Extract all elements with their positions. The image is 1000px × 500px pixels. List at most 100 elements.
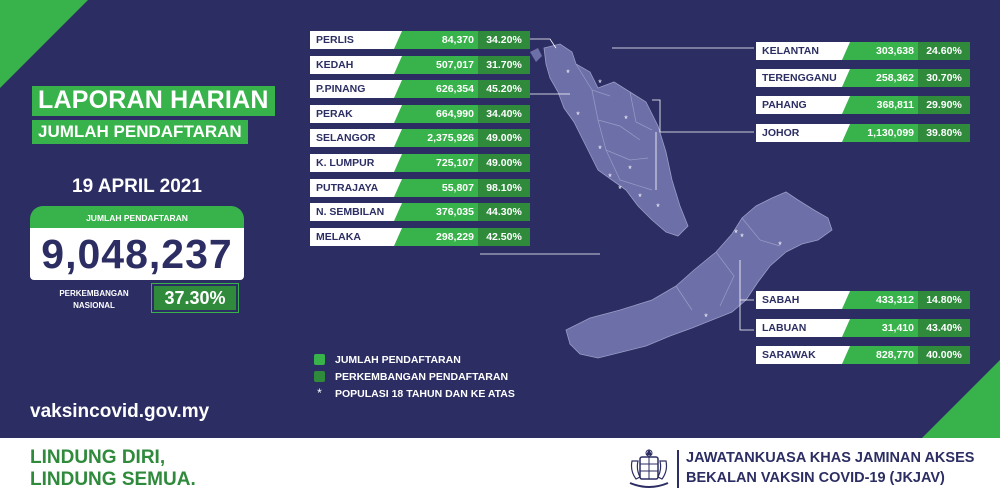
svg-text:*: *: [598, 144, 602, 154]
total-registration-value: 9,048,237: [30, 228, 244, 280]
national-label-line2: NASIONAL: [73, 301, 115, 310]
org-divider: [677, 450, 679, 488]
state-registered: 725,107: [394, 154, 478, 172]
state-percent: 31.70%: [478, 55, 530, 74]
legend-registrations-label: JUMLAH PENDAFTARAN: [335, 353, 461, 366]
state-row-kedah: KEDAH 507,017 31.70%: [310, 55, 530, 74]
report-title: LAPORAN HARIAN: [32, 86, 275, 116]
state-registered: 664,990: [394, 104, 478, 123]
state-name: P.PINANG: [310, 80, 402, 99]
total-registration-label: JUMLAH PENDAFTARAN: [30, 206, 244, 230]
svg-text:*: *: [618, 184, 622, 194]
report-subtitle: JUMLAH PENDAFTARAN: [32, 120, 248, 144]
state-percent: 30.70%: [918, 69, 970, 88]
state-row-p-pinang: P.PINANG 626,354 45.20%: [310, 80, 530, 99]
state-percent: 34.40%: [478, 104, 530, 123]
state-row-k-lumpur: K. LUMPUR 725,107 49.00%: [310, 154, 530, 172]
legend-item-population: * POPULASI 18 TAHUN DAN KE ATAS: [314, 386, 515, 401]
state-registered: 258,362: [842, 69, 918, 88]
state-row-perak: PERAK 664,990 34.40%: [310, 104, 530, 123]
state-registered: 828,770: [842, 346, 918, 364]
peninsular-map-shape: [543, 43, 689, 237]
state-row-n-sembilan: N. SEMBILAN 376,035 44.30%: [310, 203, 530, 222]
svg-text:*: *: [608, 172, 612, 182]
website-link[interactable]: vaksincovid.gov.my: [30, 401, 210, 422]
state-percent: 40.00%: [918, 346, 970, 364]
legend: JUMLAH PENDAFTARAN PERKEMBANGAN PENDAFTA…: [314, 352, 515, 403]
slogan-line1: LINDUNG DIRI,: [30, 447, 166, 468]
legend-progress-label: PERKEMBANGAN PENDAFTARAN: [335, 370, 509, 383]
state-name: K. LUMPUR: [310, 154, 402, 172]
state-name: SELANGOR: [310, 129, 402, 148]
leader-lines: [480, 38, 754, 331]
corner-accent-bottom-right: [922, 360, 1000, 438]
state-percent: 43.40%: [918, 318, 970, 337]
svg-text:*: *: [656, 202, 660, 212]
svg-text:*: *: [734, 228, 738, 238]
state-row-melaka: MELAKA 298,229 42.50%: [310, 227, 530, 246]
national-label-line1: PERKEMBANGAN: [59, 289, 129, 298]
state-name: KEDAH: [310, 55, 402, 74]
state-name: PAHANG: [756, 96, 850, 115]
state-percent: 49.00%: [478, 154, 530, 172]
org-line1: JAWATANKUASA KHAS JAMINAN AKSES: [686, 450, 975, 466]
legend-population-label: POPULASI 18 TAHUN DAN KE ATAS: [335, 387, 515, 400]
state-percent: 44.30%: [478, 203, 530, 222]
svg-text:*: *: [598, 78, 602, 88]
state-percent: 24.60%: [918, 42, 970, 60]
organization-name: JAWATANKUASA KHAS JAMINAN AKSES BEKALAN …: [686, 448, 974, 488]
svg-text:*: *: [778, 240, 782, 250]
state-registered: 298,229: [394, 227, 478, 246]
state-row-terengganu: TERENGGANU 258,362 30.70%: [756, 69, 970, 88]
report-date: 19 APRIL 2021: [72, 176, 202, 197]
state-row-johor: JOHOR 1,130,099 39.80%: [756, 123, 970, 142]
slogan-line2: LINDUNG SEMUA.: [30, 469, 196, 490]
borneo-map-shape: [565, 191, 833, 359]
state-registered: 368,811: [842, 96, 918, 115]
state-name: TERENGGANU: [756, 69, 850, 88]
state-name: PUTRAJAYA: [310, 178, 402, 197]
state-percent: 49.00%: [478, 129, 530, 148]
coat-of-arms-icon: [629, 449, 669, 488]
state-name: PERLIS: [310, 31, 402, 49]
state-name: PERAK: [310, 104, 402, 123]
title-block: LAPORAN HARIAN JUMLAH PENDAFTARAN: [32, 86, 275, 144]
state-row-pahang: PAHANG 368,811 29.90%: [756, 96, 970, 115]
state-registered: 507,017: [394, 55, 478, 74]
legend-item-progress: PERKEMBANGAN PENDAFTARAN: [314, 369, 515, 384]
state-row-sabah: SABAH 433,312 14.80%: [756, 291, 970, 309]
corner-accent-top-left: [0, 0, 88, 88]
state-name: KELANTAN: [756, 42, 850, 60]
slogan: LINDUNG DIRI, LINDUNG SEMUA.: [30, 447, 196, 491]
state-registered: 303,638: [842, 42, 918, 60]
infographic-panel: LAPORAN HARIAN JUMLAH PENDAFTARAN 19 APR…: [0, 0, 1000, 438]
state-name: LABUAN: [756, 318, 850, 337]
state-percent: 45.20%: [478, 80, 530, 99]
green-swatch-icon: [314, 354, 325, 365]
state-name: MELAKA: [310, 227, 402, 246]
state-percent: 39.80%: [918, 123, 970, 142]
state-name: SARAWAK: [756, 346, 850, 364]
state-row-selangor: SELANGOR 2,375,926 49.00%: [310, 129, 530, 148]
state-percent: 42.50%: [478, 227, 530, 246]
national-progress-value: 37.30%: [151, 283, 239, 313]
population-markers: * * * * * * * * * *: [566, 68, 660, 212]
state-percent: 34.20%: [478, 31, 530, 49]
org-line2: BEKALAN VAKSIN COVID-19 (JKJAV): [686, 470, 945, 486]
state-percent: 98.10%: [478, 178, 530, 197]
state-percent: 14.80%: [918, 291, 970, 309]
national-progress-label: PERKEMBANGAN NASIONAL: [46, 288, 142, 312]
state-registered: 626,354: [394, 80, 478, 99]
state-row-labuan: LABUAN 31,410 43.40%: [756, 318, 970, 337]
state-registered: 433,312: [842, 291, 918, 309]
state-registered: 55,807: [394, 178, 478, 197]
svg-text:*: *: [566, 68, 570, 78]
state-registered: 376,035: [394, 203, 478, 222]
malaysia-map: * * * * * * * * * * * * * *: [480, 38, 833, 359]
footer: LINDUNG DIRI, LINDUNG SEMUA. JAWATANKUAS…: [0, 438, 1000, 500]
svg-text:*: *: [628, 164, 632, 174]
state-name: SABAH: [756, 291, 850, 309]
svg-text:*: *: [624, 114, 628, 124]
state-row-putrajaya: PUTRAJAYA 55,807 98.10%: [310, 178, 530, 197]
svg-text:*: *: [704, 312, 708, 322]
